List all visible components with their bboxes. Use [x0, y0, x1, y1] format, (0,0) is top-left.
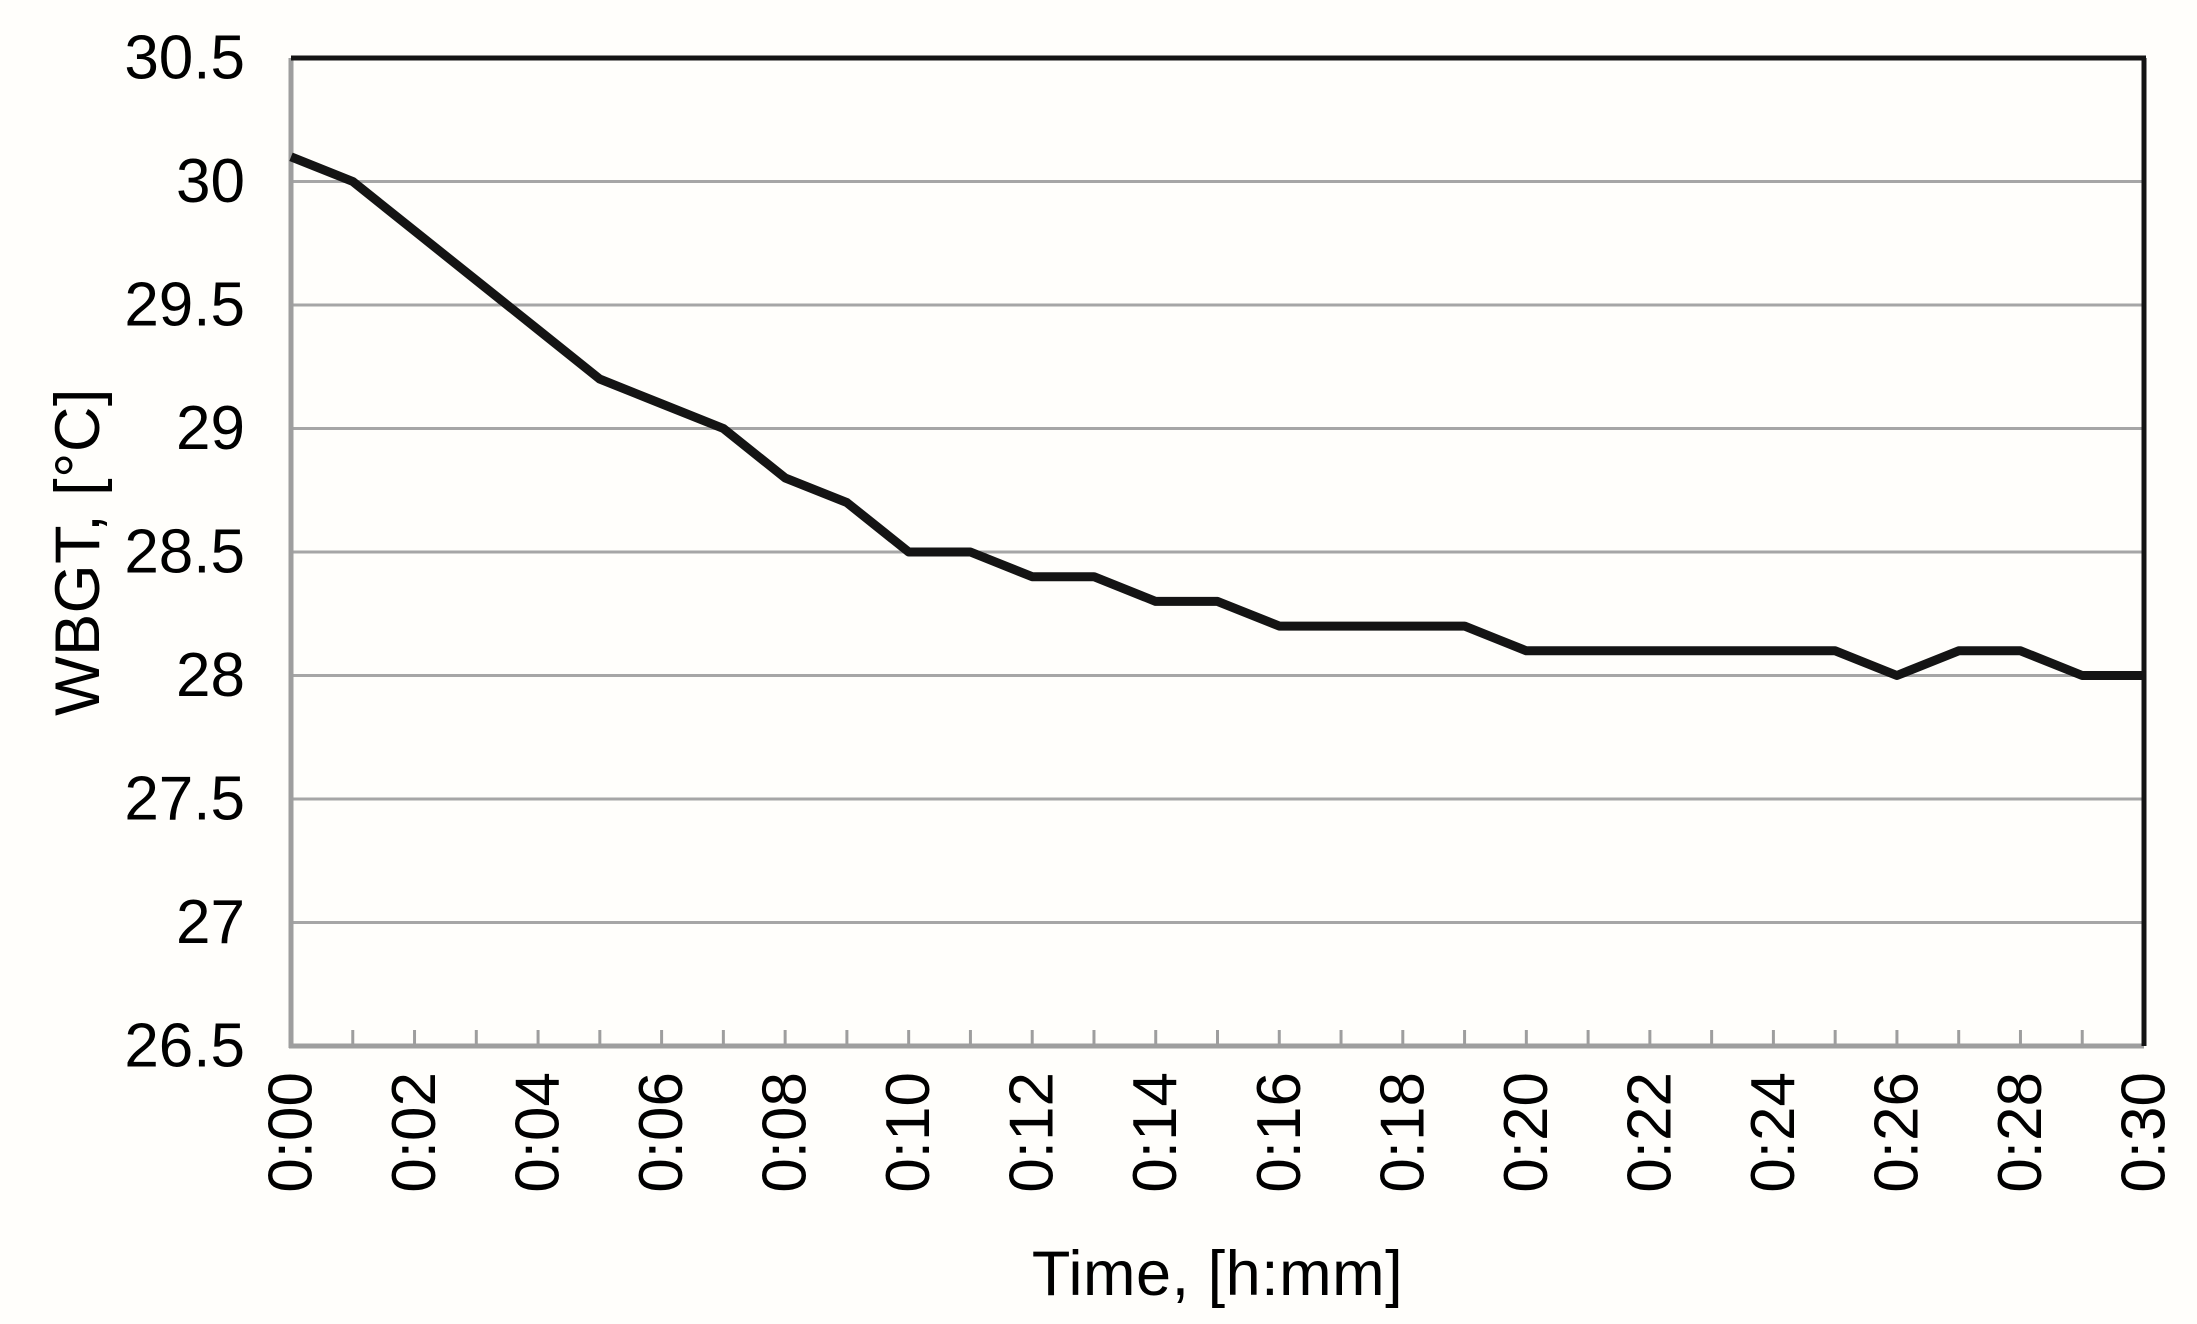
y-tick-label: 29: [176, 394, 245, 463]
y-tick-label: 27.5: [124, 765, 245, 834]
x-tick-label: 0:22: [1615, 1072, 1684, 1193]
gridlines-group: [291, 180, 2144, 924]
x-tick-label: 0:02: [380, 1072, 449, 1193]
y-axis-title: WBGT, [°C]: [43, 388, 113, 716]
x-tick-label: 0:18: [1368, 1072, 1437, 1193]
x-tick-label: 0:12: [998, 1072, 1067, 1193]
x-tick-label: 0:06: [627, 1072, 696, 1193]
x-tick-label: 0:28: [1986, 1072, 2055, 1193]
x-tick-label: 0:08: [751, 1072, 820, 1193]
x-tick-label: 0:26: [1862, 1072, 1931, 1193]
x-tick-label: 0:04: [504, 1072, 573, 1193]
x-tick-label: 0:14: [1121, 1072, 1190, 1193]
x-tick-label: 0:24: [1739, 1072, 1808, 1193]
y-tick-labels-group: 30.5 30 29.5 29 28.5 28 27.5 27 26.5: [124, 24, 245, 1081]
y-tick-label: 30: [176, 147, 245, 216]
y-tick-label: 27: [176, 888, 245, 957]
x-tick-labels-group: 0:00 0:02 0:04 0:06 0:08 0:10 0:12 0:14 0:16 0:18…: [257, 1072, 2179, 1193]
x-axis-title: Time, [h:mm]: [1031, 1239, 1404, 1309]
wbgt-series-line: [289, 152, 2144, 680]
x-tick-label: 0:10: [874, 1072, 943, 1193]
y-tick-label: 26.5: [124, 1012, 245, 1081]
y-tick-label: 28.5: [124, 518, 245, 587]
x-tick-label: 0:20: [1492, 1072, 1561, 1193]
x-minor-ticks-group: [351, 1030, 2084, 1046]
data-series-group: [289, 152, 2144, 680]
y-tick-label: 28: [176, 641, 245, 710]
x-tick-label: 0:16: [1245, 1072, 1314, 1193]
y-tick-label: 30.5: [124, 24, 245, 93]
x-tick-label: 0:30: [2110, 1072, 2179, 1193]
x-tick-label: 0:00: [257, 1072, 326, 1193]
y-tick-label: 29.5: [124, 271, 245, 340]
